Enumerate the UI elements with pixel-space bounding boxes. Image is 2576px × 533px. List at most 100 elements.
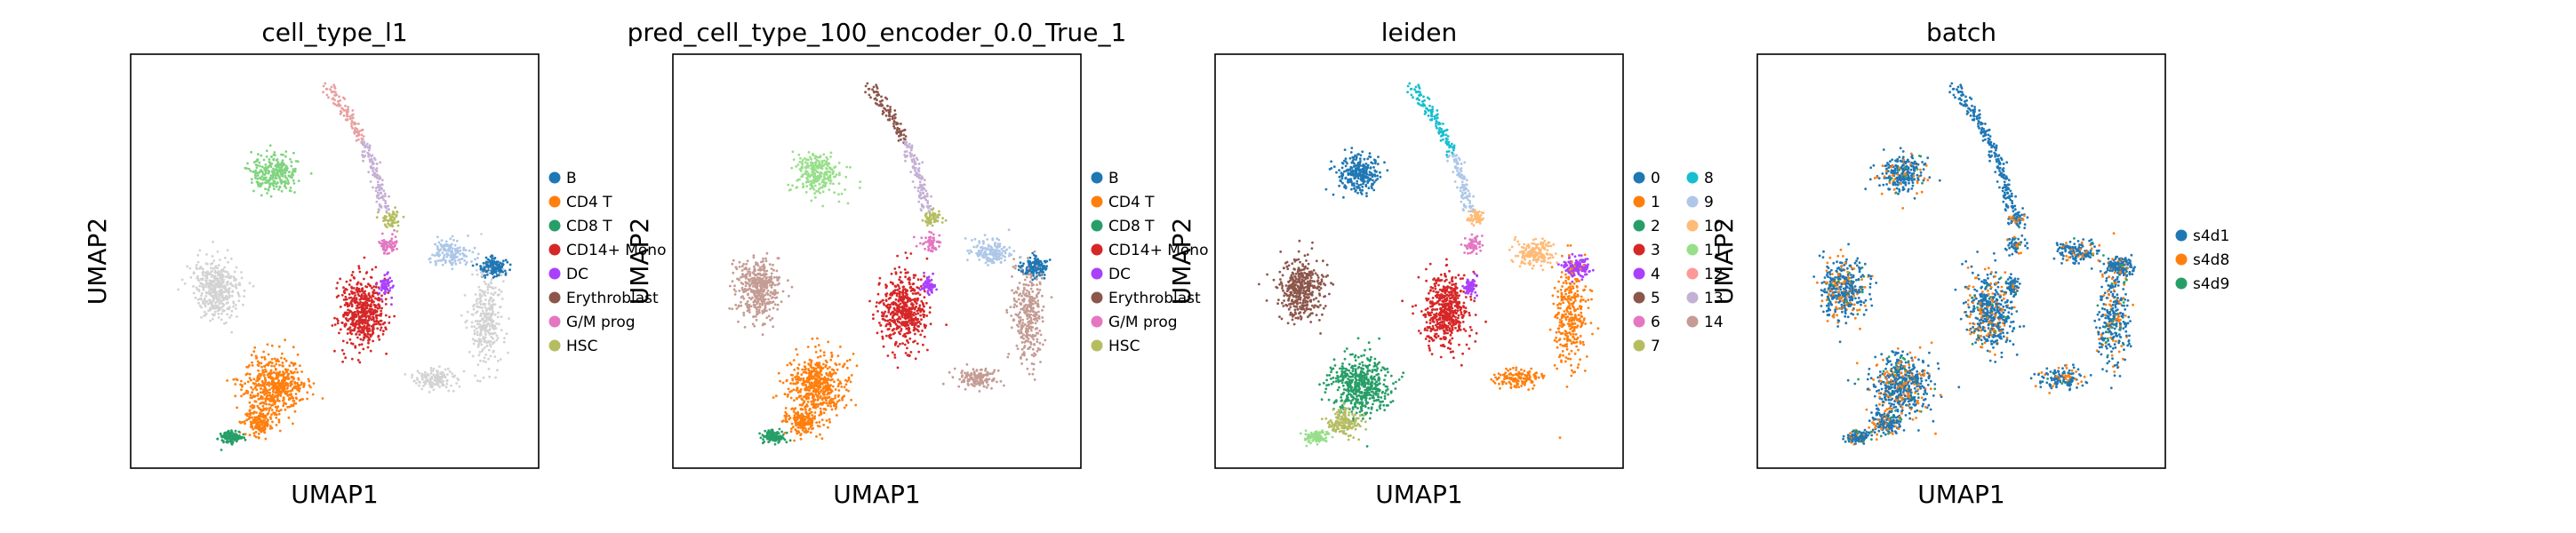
scatter-point	[226, 283, 229, 286]
scatter-point	[377, 334, 380, 338]
scatter-point	[308, 384, 311, 387]
scatter-point	[816, 166, 820, 170]
scatter-point	[388, 195, 390, 198]
scatter-point	[281, 373, 284, 376]
scatter-point	[789, 382, 792, 385]
scatter-point	[382, 251, 386, 255]
scatter-point	[265, 155, 268, 158]
scatter-point	[367, 292, 371, 295]
scatter-point	[256, 177, 260, 180]
scatter-point	[901, 301, 905, 305]
scatter-point	[828, 174, 832, 177]
scatter-point	[280, 189, 284, 193]
scatter-point	[268, 416, 272, 418]
scatter-point	[907, 326, 910, 330]
scatter-point	[500, 274, 503, 277]
scatter-point	[829, 151, 833, 155]
scatter-point	[245, 414, 249, 418]
scatter-point	[808, 358, 812, 362]
scatter-point	[742, 311, 746, 314]
scatter-point	[235, 307, 237, 310]
scatter-point	[358, 329, 361, 332]
scatter-point	[731, 307, 734, 311]
scatter-point	[379, 204, 381, 208]
scatter-point	[380, 183, 384, 187]
scatter-point	[264, 368, 267, 371]
scatter-point	[391, 220, 394, 224]
scatter-point	[804, 371, 808, 375]
scatter-point	[781, 381, 785, 385]
scatter-point	[396, 230, 399, 233]
scatter-point	[424, 379, 428, 382]
scatter-point	[255, 379, 258, 383]
scatter-point	[740, 275, 742, 279]
scatter-point	[284, 179, 287, 183]
scatter-point	[216, 266, 220, 270]
scatter-point	[267, 164, 270, 168]
scatter-point	[756, 285, 759, 289]
scatter-point	[186, 265, 189, 268]
scatter-point	[764, 298, 767, 301]
scatter-point	[357, 138, 360, 141]
scatter-point	[270, 364, 273, 368]
scatter-point	[758, 305, 762, 308]
scatter-point	[377, 306, 380, 310]
scatter-point	[877, 282, 881, 286]
scatter-point	[210, 266, 212, 269]
scatter-point	[220, 278, 224, 282]
scatter-point	[492, 350, 495, 354]
scatter-point	[894, 272, 898, 275]
scatter-point	[758, 302, 762, 306]
scatter-point	[290, 361, 293, 364]
scatter-point	[876, 292, 880, 296]
scatter-point	[280, 381, 283, 385]
scatter-point	[438, 365, 441, 368]
scatter-point	[928, 311, 932, 314]
scatter-point	[748, 311, 751, 314]
scatter-point	[251, 403, 254, 407]
scatter-point	[350, 291, 354, 295]
scatter-point	[257, 375, 260, 378]
scatter-point	[270, 177, 274, 180]
scatter-point	[388, 287, 392, 290]
scatter-point	[844, 388, 848, 392]
scatter-point	[260, 194, 263, 197]
scatter-point	[335, 104, 339, 107]
scatter-point	[354, 325, 357, 329]
scatter-point	[345, 288, 348, 291]
scatter-point	[217, 270, 220, 274]
scatter-point	[872, 313, 875, 316]
scatter-point	[502, 259, 505, 263]
scatter-point	[291, 395, 293, 399]
scatter-point	[818, 162, 821, 164]
scatter-point	[262, 373, 266, 377]
scatter-point	[277, 420, 281, 424]
scatter-point	[394, 235, 397, 238]
scatter-point	[256, 174, 260, 178]
scatter-point	[210, 275, 213, 278]
scatter-point	[897, 310, 900, 313]
scatter-point	[278, 186, 282, 188]
scatter-points	[728, 82, 1053, 446]
scatter-point	[493, 291, 497, 294]
scatter-point	[348, 338, 352, 341]
scatter-point	[345, 311, 348, 314]
scatter-point	[277, 379, 280, 382]
scatter-point	[268, 384, 271, 387]
scatter-point	[273, 386, 276, 390]
scatter-point	[343, 324, 347, 328]
scatter-point	[283, 357, 286, 361]
scatter-point	[810, 402, 813, 406]
scatter-point	[487, 367, 491, 370]
scatter-point	[493, 266, 497, 269]
scatter-point	[378, 338, 381, 341]
scatter-point	[740, 282, 743, 284]
scatter-point	[247, 167, 251, 171]
scatter-point	[756, 278, 758, 282]
scatter-point	[826, 367, 829, 370]
scatter-point	[393, 241, 396, 244]
scatter-point	[836, 385, 840, 388]
scatter-point	[362, 338, 364, 342]
scatter-point	[821, 184, 825, 187]
scatter-point	[336, 319, 340, 322]
